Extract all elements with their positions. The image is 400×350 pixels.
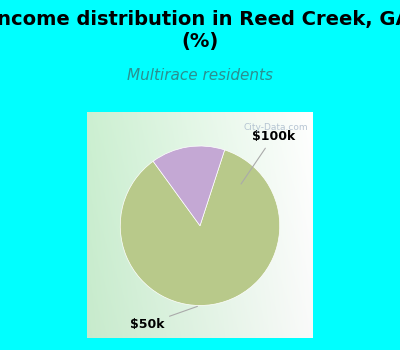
Wedge shape [120,150,280,306]
Text: Income distribution in Reed Creek, GA
(%): Income distribution in Reed Creek, GA (%… [0,10,400,51]
Text: Multirace residents: Multirace residents [127,68,273,83]
Text: $50k: $50k [130,306,197,331]
Text: City-Data.com: City-Data.com [243,122,308,132]
Text: $100k: $100k [241,130,295,184]
Wedge shape [153,146,225,226]
